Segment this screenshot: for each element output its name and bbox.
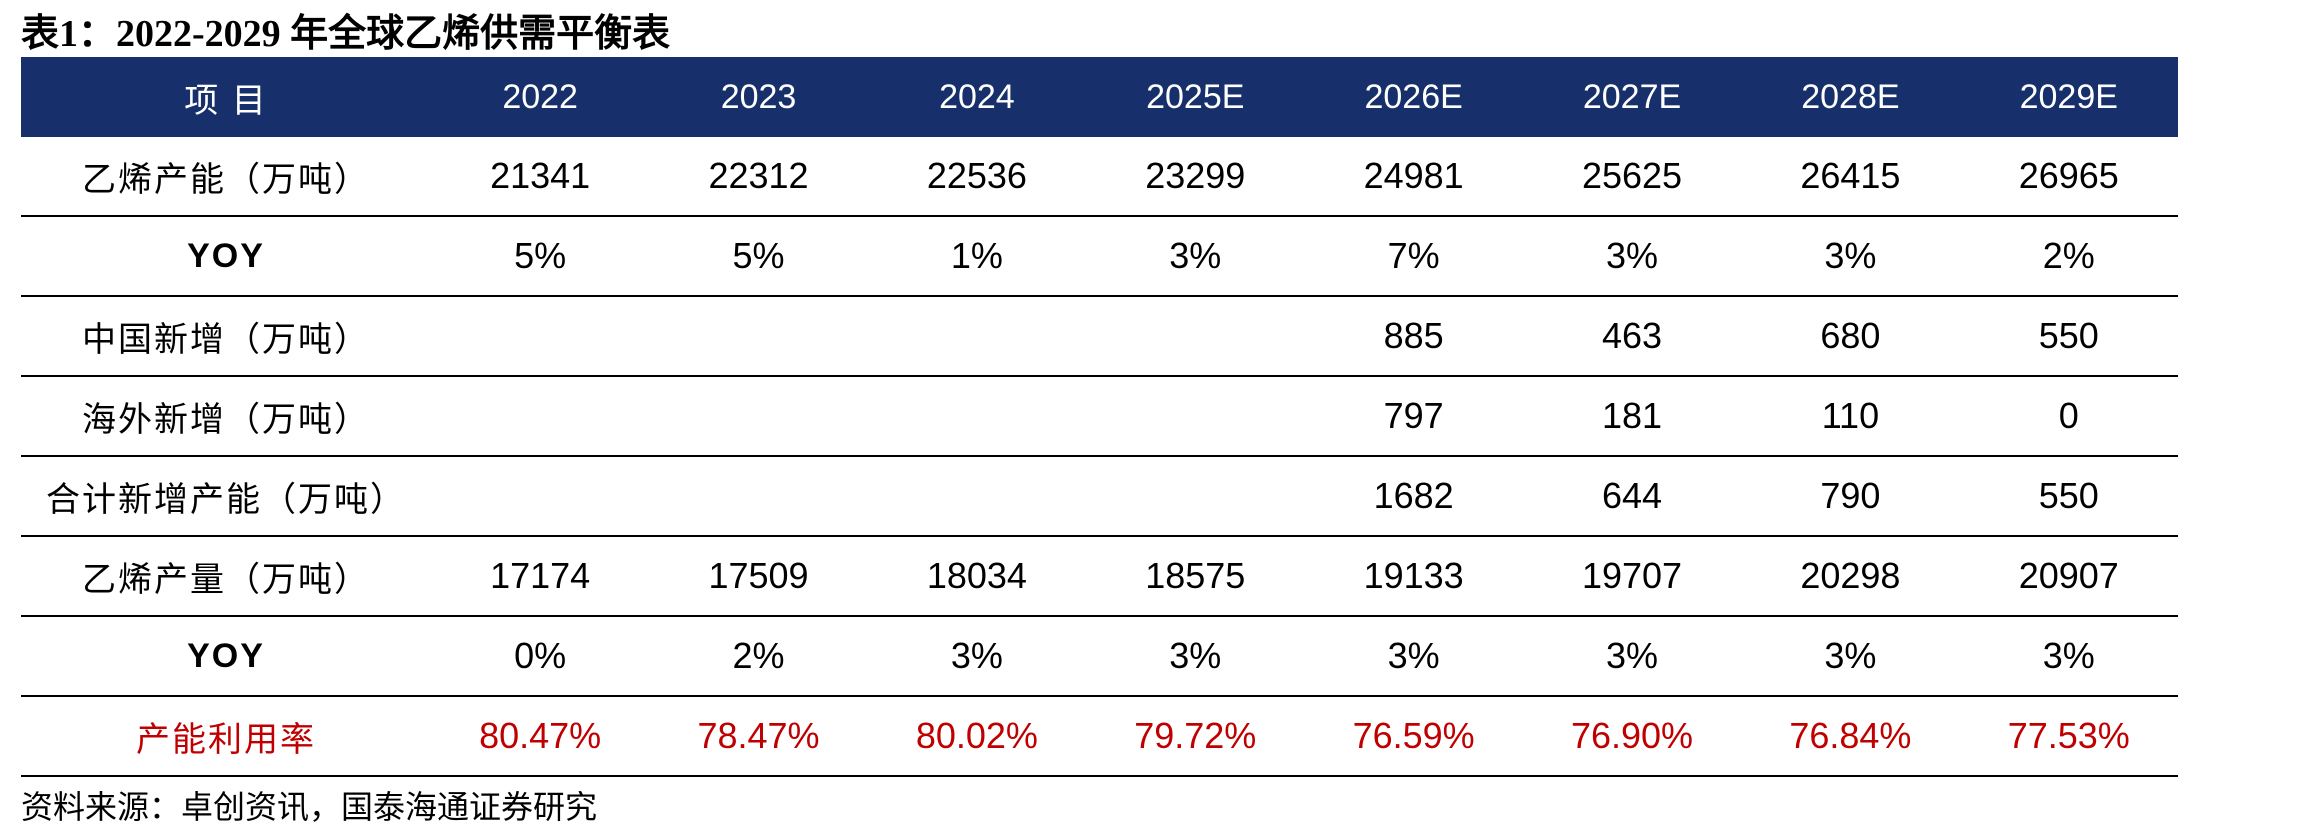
cell: 78.47% (697, 715, 820, 756)
column-header: 项 目 (184, 81, 268, 120)
table-row: 中国新增（万吨） 885 463 680 550 (21, 297, 2178, 377)
cell: 76.84% (1789, 715, 1912, 756)
cell: 18034 (926, 555, 1027, 596)
row-label: 产能利用率 (135, 720, 316, 759)
cell (649, 457, 867, 535)
cell: 76.59% (1352, 715, 1475, 756)
cell: 463 (1601, 315, 1663, 356)
cell: 2% (2042, 235, 2095, 276)
cell: 797 (1383, 395, 1444, 436)
cell: 21341 (490, 155, 591, 196)
cell (649, 297, 867, 375)
cell: 17509 (708, 555, 809, 596)
cell (1086, 297, 1304, 375)
column-header: 2028E (1801, 77, 1900, 116)
cell: 80.02% (915, 715, 1038, 756)
row-label: YOY (187, 236, 265, 275)
cell: 26415 (1800, 155, 1901, 196)
cell: 18575 (1145, 555, 1246, 596)
cell: 0% (514, 635, 567, 676)
cell: 26965 (2018, 155, 2119, 196)
column-header: 2026E (1364, 77, 1463, 116)
cell (431, 297, 649, 375)
cell: 3% (950, 635, 1003, 676)
cell: 2% (732, 635, 785, 676)
cell: 7% (1387, 235, 1440, 276)
source: 资料来源：卓创资讯，国泰海通证券研究 (21, 789, 598, 825)
cell: 790 (1820, 475, 1881, 516)
cell (431, 377, 649, 455)
cell (649, 377, 867, 455)
cell: 3% (1387, 635, 1440, 676)
cell: 17174 (490, 555, 591, 596)
table-row: 产能利用率 80.47% 78.47% 80.02% 79.72% 76.59% 76.90… (21, 697, 2178, 777)
row-label: 乙烯产量（万吨） (81, 560, 370, 599)
cell (431, 457, 649, 535)
title: 表1：2022-2029 年全球乙烯供需平衡表 (21, 13, 671, 55)
table-row: YOY 0% 2% 3% 3% 3% 3% 3% 3% (21, 617, 2178, 697)
header-row: 项 目 2022 2023 2024 2025E 2026E 2027E 2028E 2029E (21, 57, 2178, 137)
cell: 550 (2038, 475, 2099, 516)
cell: 1% (950, 235, 1003, 276)
cell: 80.47% (479, 715, 602, 756)
cell: 3% (1824, 635, 1877, 676)
table-row: 海外新增（万吨） 797 181 110 0 (21, 377, 2178, 457)
cell (1086, 457, 1304, 535)
cell: 76.90% (1570, 715, 1694, 756)
cell: 3% (1169, 235, 1222, 276)
row-label: 中国新增（万吨） (81, 320, 370, 359)
cell: 644 (1601, 475, 1663, 516)
column-header: 2029E (2019, 77, 2118, 116)
cell: 20298 (1800, 555, 1901, 596)
row-label: YOY (187, 636, 265, 675)
cell: 3% (1606, 635, 1659, 676)
cell: 110 (1821, 395, 1880, 436)
cell (868, 457, 1086, 535)
cell: 3% (2042, 635, 2095, 676)
cell (868, 297, 1086, 375)
cell: 77.53% (2007, 715, 2130, 756)
cell: 3% (1824, 235, 1877, 276)
cell: 885 (1383, 315, 1444, 356)
cell: 22312 (708, 155, 809, 196)
cell (1086, 377, 1304, 455)
cell: 22536 (926, 155, 1027, 196)
cell: 5% (732, 235, 785, 276)
cell: 680 (1820, 315, 1881, 356)
table-row: YOY 5% 5% 1% 3% 7% 3% 3% 2% (21, 217, 2178, 297)
cell: 25625 (1581, 155, 1683, 196)
cell: 3% (1606, 235, 1659, 276)
table: 项 目 2022 2023 2024 2025E 2026E 2027E 2028E 2029E… (21, 57, 2178, 777)
row-label: 海外新增（万吨） (81, 400, 370, 439)
table-row: 乙烯产量（万吨） 17174 17509 18034 18575 19133 19707 20… (21, 537, 2178, 617)
cell: 79.72% (1134, 715, 1257, 756)
cell: 1682 (1373, 475, 1454, 516)
cell: 23299 (1145, 155, 1246, 196)
cell: 3% (1169, 635, 1222, 676)
row-label: 乙烯产能（万吨） (81, 160, 370, 199)
cell: 181 (1601, 395, 1663, 436)
row-label: 合计新增产能（万吨） (45, 480, 406, 519)
column-header: 2022 (502, 77, 578, 116)
column-header: 2025E (1146, 77, 1245, 116)
cell: 19133 (1363, 555, 1464, 596)
cell: 20907 (2018, 555, 2119, 596)
cell: 24981 (1363, 155, 1464, 196)
cell: 19707 (1581, 555, 1683, 596)
table-row: 乙烯产能（万吨） 21341 22312 22536 23299 24981 25625 26… (21, 137, 2178, 217)
cell: 5% (514, 235, 567, 276)
column-header: 2027E (1582, 77, 1682, 116)
cell: 0 (2058, 395, 2079, 436)
cell (868, 377, 1086, 455)
column-header: 2023 (720, 77, 797, 116)
table-row: 合计新增产能（万吨） 1682 644 790 550 (21, 457, 2178, 537)
cell: 550 (2038, 315, 2099, 356)
column-header: 2024 (939, 77, 1015, 116)
